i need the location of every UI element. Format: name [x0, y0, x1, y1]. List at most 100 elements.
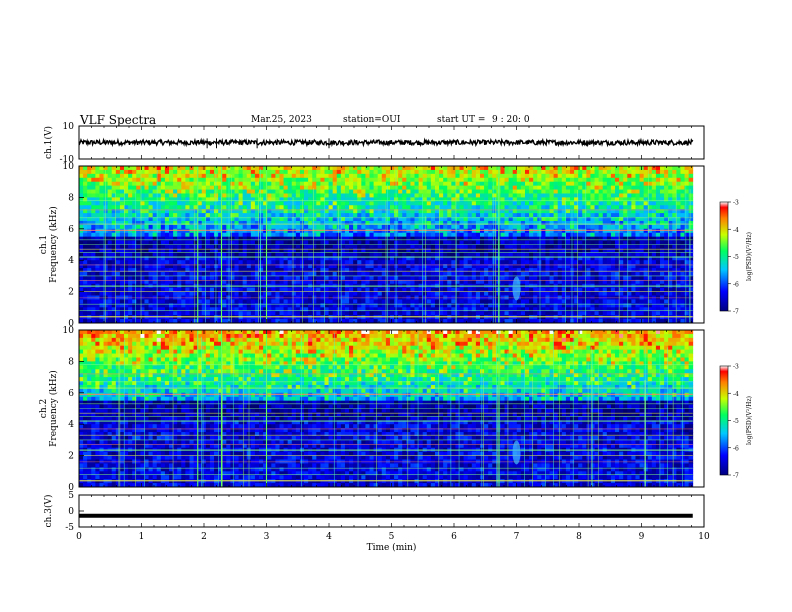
spectrogram-cell	[234, 205, 239, 210]
spectrogram-cell	[537, 307, 542, 312]
spectrogram-cell	[87, 166, 92, 171]
spectrogram-cell	[422, 193, 428, 198]
spectrogram-cell	[320, 319, 325, 324]
spectrogram-cell	[218, 177, 223, 183]
spectrogram-cell	[328, 271, 334, 277]
spectrogram-cell	[320, 244, 325, 249]
spectrogram-cell	[398, 185, 403, 190]
spectrogram-cell	[537, 201, 542, 206]
spectrogram-cell	[533, 193, 538, 198]
spectrogram-cell	[471, 173, 477, 179]
spectrogram-cell	[312, 260, 317, 265]
spectrogram-cell	[107, 209, 113, 214]
spectrogram-cell	[336, 173, 342, 179]
spectrogram-cell	[173, 248, 178, 253]
spectrogram-cell	[357, 197, 362, 202]
spectrogram-cell	[463, 177, 469, 183]
spectrogram-cell	[467, 271, 473, 277]
spectrogram-cell	[328, 275, 334, 281]
spectrogram-cell	[479, 209, 485, 214]
spectrogram-cell	[115, 205, 121, 210]
spectrogram-cell	[275, 244, 280, 249]
spectrogram-cell	[520, 319, 526, 324]
spectrogram-cell	[574, 240, 579, 245]
spectrogram-cell	[95, 311, 100, 316]
spectrogram-cell	[316, 209, 321, 214]
spectrogram-cell	[381, 268, 387, 273]
spectrogram-cell	[177, 189, 182, 194]
spectrogram-cell	[156, 224, 162, 230]
spectrogram-cell	[205, 173, 211, 179]
spectrogram-cell	[283, 232, 289, 238]
spectrogram-cell	[160, 311, 166, 316]
spectrogram-cell	[316, 220, 321, 226]
spectrogram-cell	[83, 240, 88, 245]
spectrogram-cell	[504, 240, 510, 245]
spectrogram-cell	[132, 197, 137, 202]
spectrogram-cell	[361, 181, 366, 187]
spectrogram-cell	[385, 232, 391, 238]
spectrogram-cell	[111, 181, 117, 187]
spectrogram-cell	[545, 217, 550, 222]
spectrogram-cell	[389, 201, 395, 206]
spectrogram-cell	[557, 264, 563, 269]
spectrogram-cell	[173, 224, 178, 230]
spectrogram-cell	[197, 279, 203, 285]
spectrogram-cell	[226, 177, 231, 183]
spectrogram-cell	[344, 220, 350, 226]
spectrogram-cell	[79, 319, 84, 324]
spectrogram-cell	[308, 217, 313, 222]
spectrogram-cell	[144, 185, 149, 190]
spectrogram-cell	[451, 319, 456, 324]
spectrogram-cell	[365, 299, 370, 304]
spectrogram-cell	[443, 252, 448, 257]
spectrogram-cell	[455, 291, 460, 296]
spectrogram-cell	[95, 213, 100, 218]
spectrogram-cell	[529, 271, 534, 277]
spectrogram-cell	[516, 193, 522, 198]
spectrogram-cell	[574, 307, 579, 312]
spectrogram-cell	[479, 217, 485, 222]
spectrogram-cell	[574, 275, 579, 281]
spectrogram-cell	[524, 275, 530, 281]
spectrogram-cell	[406, 201, 411, 206]
spectrogram-cell	[124, 201, 129, 206]
spectrogram-cell	[312, 311, 317, 316]
spectrogram-cell	[291, 177, 297, 183]
spectrogram-cell	[434, 181, 440, 187]
spectrogram-cell	[152, 173, 158, 179]
spectrogram-cell	[447, 279, 452, 285]
spectrogram-cell	[512, 213, 518, 218]
spectrogram-cell	[308, 166, 313, 171]
spectrogram-cell	[169, 217, 174, 222]
spectrogram-cell	[267, 268, 272, 273]
spectrogram-cell	[91, 205, 96, 210]
spectrogram-cell	[557, 224, 563, 230]
spectrogram-cell	[402, 244, 407, 249]
spectrogram-cell	[434, 232, 440, 238]
spectrogram-cell	[169, 166, 174, 171]
spectrogram-cell	[574, 291, 579, 296]
spectrogram-cell	[160, 271, 166, 277]
spectrogram-cell	[349, 252, 354, 257]
spectrogram-cell	[377, 244, 383, 249]
spectrogram-cell	[107, 279, 113, 285]
spectrogram-cell	[226, 220, 231, 226]
spectrogram-cell	[447, 260, 452, 265]
spectrogram-cell	[344, 173, 350, 179]
spectrogram-cell	[128, 217, 133, 222]
spectrogram-cell	[561, 256, 567, 261]
spectrogram-cell	[434, 307, 440, 312]
spectrogram-cell	[516, 240, 522, 245]
spectrogram-cell	[455, 166, 460, 171]
spectrogram-cell	[107, 271, 113, 277]
spectrogram-cell	[226, 181, 231, 187]
spectrogram-cell	[197, 189, 203, 194]
spectrogram-cell	[234, 303, 239, 308]
spectrogram-cell	[426, 279, 432, 285]
spectrogram-cell	[234, 248, 239, 253]
spectrogram-cell	[512, 209, 518, 214]
spectrogram-cell	[308, 173, 313, 179]
spectrogram-cell	[119, 240, 125, 245]
spectrogram-cell	[320, 205, 325, 210]
